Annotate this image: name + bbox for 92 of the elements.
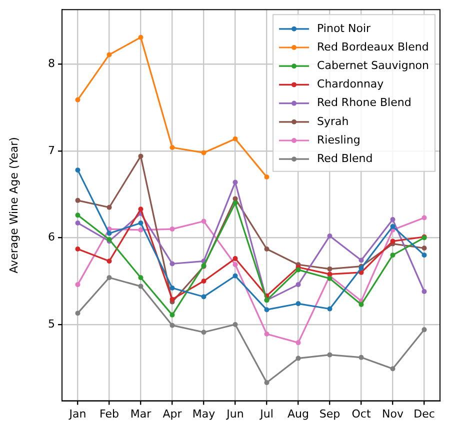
point (264, 307, 270, 312)
point (170, 296, 175, 302)
y-axis-title: Average Wine Age (Year) (7, 137, 20, 274)
point (106, 52, 112, 58)
legend-label: Red Rhone Blend (317, 96, 412, 110)
point (232, 262, 238, 268)
point (422, 246, 427, 251)
point (106, 258, 112, 264)
legend-label: Riesling (317, 133, 360, 146)
x-tick-label: Jun (226, 407, 244, 420)
point (232, 256, 238, 262)
point (138, 206, 144, 212)
point (296, 356, 301, 361)
point (75, 310, 80, 316)
point (327, 352, 332, 358)
point (327, 266, 332, 272)
point (106, 204, 112, 210)
point (296, 267, 301, 272)
point (358, 302, 364, 308)
x-tick-label: Aug (288, 407, 309, 420)
point (358, 258, 364, 263)
point (106, 230, 112, 236)
point (264, 246, 270, 252)
x-tick-label: Dec (414, 407, 435, 420)
point (390, 252, 396, 258)
point (422, 252, 427, 258)
point (296, 282, 301, 288)
point (264, 332, 270, 337)
point (170, 226, 175, 232)
x-tick-label: Jan (68, 407, 86, 420)
legend-label: Cabernet Sauvignon (317, 58, 430, 72)
x-tick-label: Feb (100, 407, 119, 420)
point (327, 306, 332, 312)
point (390, 366, 396, 372)
y-tick-label: 6 (48, 230, 55, 244)
x-tick-label: Oct (352, 407, 372, 420)
point (201, 278, 206, 284)
point (390, 238, 396, 244)
x-tick-label: Sep (319, 407, 340, 420)
point (138, 220, 144, 226)
point (170, 312, 175, 318)
point (422, 215, 427, 220)
point (201, 150, 206, 156)
y-tick-label: 8 (48, 57, 55, 70)
x-tick-label: Apr (162, 407, 182, 420)
x-tick-label: Mar (130, 407, 152, 420)
legend-label: Red Blend (317, 152, 373, 165)
point (296, 340, 301, 346)
point (232, 136, 238, 142)
y-tick-label: 5 (48, 317, 55, 330)
legend-label: Pinot Noir (317, 22, 372, 35)
point (138, 34, 144, 40)
point (170, 145, 175, 150)
point (75, 212, 80, 218)
legend-label: Chardonnay (317, 78, 384, 91)
point (201, 330, 206, 335)
point (138, 154, 144, 159)
point (138, 275, 144, 280)
legend-label: Red Bordeaux Blend (317, 40, 429, 54)
point (75, 198, 80, 203)
point (358, 354, 364, 360)
x-tick-label: Nov (382, 407, 404, 420)
legend-label: Syrah (317, 114, 349, 128)
point (138, 227, 144, 232)
point (422, 289, 427, 294)
point (106, 275, 112, 280)
point (232, 200, 238, 206)
point (264, 174, 270, 180)
point (75, 97, 80, 102)
point (170, 322, 175, 328)
point (170, 261, 175, 266)
point (138, 284, 144, 289)
point (75, 246, 80, 252)
point (296, 301, 301, 306)
point (390, 224, 396, 229)
point (75, 282, 80, 288)
point (75, 220, 80, 226)
x-tick-label: May (192, 407, 216, 420)
point (422, 327, 427, 332)
point (264, 380, 270, 386)
point (170, 286, 175, 291)
point (201, 294, 206, 300)
point (327, 276, 332, 281)
point (201, 218, 206, 224)
x-tick-label: Jul (259, 407, 274, 420)
point (232, 322, 238, 327)
point (327, 233, 332, 238)
point (232, 180, 238, 185)
point (390, 217, 396, 222)
point (75, 168, 80, 173)
y-tick-label: 7 (48, 144, 55, 157)
point (232, 273, 238, 278)
